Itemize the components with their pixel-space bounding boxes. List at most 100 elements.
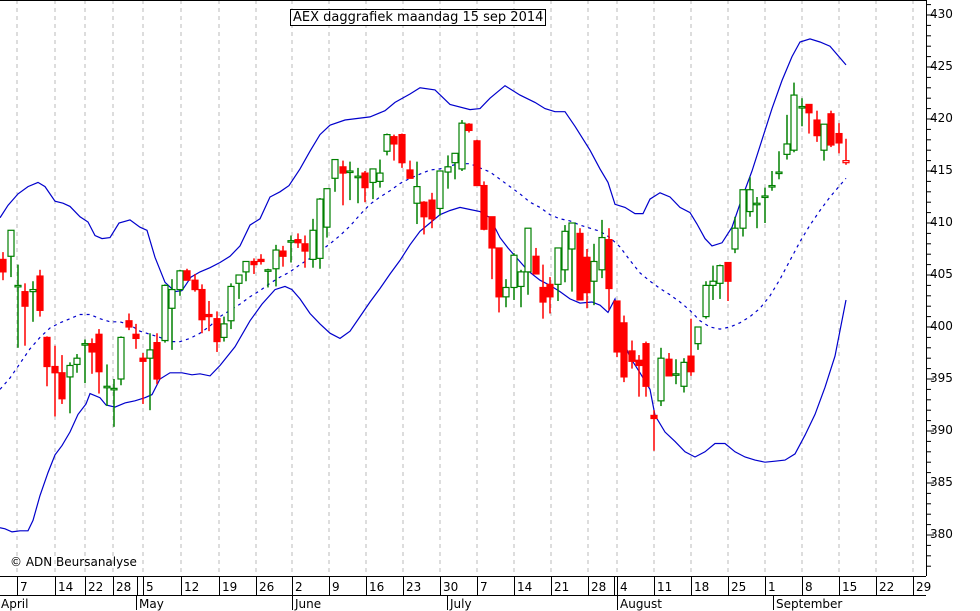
candle: [613, 300, 621, 358]
candle: [746, 177, 754, 217]
candle: [88, 338, 96, 374]
candle: [14, 264, 22, 348]
x-tick-label: 28: [591, 580, 607, 594]
x-tick-label: 26: [259, 580, 275, 594]
candle: [583, 249, 591, 309]
month-label: April: [1, 597, 29, 611]
candle: [488, 216, 496, 280]
candle: [257, 254, 265, 265]
candle: [331, 158, 339, 192]
candle: [473, 139, 481, 187]
candle: [339, 160, 347, 206]
candle: [153, 333, 161, 385]
candle: [480, 181, 488, 231]
candle: [117, 336, 125, 386]
candle: [790, 82, 798, 153]
candle: [561, 225, 569, 283]
candle: [81, 339, 89, 384]
candle: [694, 326, 702, 350]
candle: [183, 268, 191, 281]
candle: [532, 247, 540, 275]
x-tick-label: 15: [842, 580, 858, 594]
candle: [680, 358, 688, 393]
candle: [398, 133, 406, 168]
candle: [687, 318, 695, 376]
candle: [805, 103, 813, 134]
candle: [768, 171, 776, 191]
month-label: September: [776, 597, 843, 611]
candle: [235, 274, 243, 299]
candle: [242, 260, 250, 282]
y-tick-label: 405: [930, 267, 953, 281]
x-tick-label: 19: [222, 580, 238, 594]
y-tick-label: 415: [930, 163, 953, 177]
candle: [287, 235, 295, 263]
candle: [444, 155, 452, 189]
candle: [316, 198, 324, 269]
candles: [0, 82, 850, 451]
candle: [783, 114, 791, 160]
candle: [406, 160, 414, 179]
candle: [139, 353, 147, 404]
lower-band-line: [0, 206, 847, 533]
candle: [369, 168, 377, 200]
candle: [390, 134, 398, 161]
candle: [21, 283, 29, 346]
candle: [191, 273, 199, 292]
y-tick-label: 385: [930, 475, 953, 489]
candle: [510, 253, 518, 300]
y-tick-label: 425: [930, 59, 953, 73]
axes: [0, 0, 934, 610]
candle: [628, 340, 636, 369]
x-tick-label: 5: [146, 580, 154, 594]
candle: [213, 311, 221, 352]
candle: [58, 355, 66, 404]
x-tick-label: 9: [332, 580, 340, 594]
candle: [451, 152, 459, 180]
candle: [842, 138, 850, 165]
candle: [279, 245, 287, 267]
x-tick-label: 7: [480, 580, 488, 594]
candle: [731, 216, 739, 254]
candle: [436, 170, 444, 216]
y-tick-label: 420: [930, 111, 953, 125]
candle: [724, 261, 732, 301]
candle: [598, 219, 606, 279]
candle: [753, 197, 761, 229]
candle: [554, 247, 562, 301]
candle: [775, 151, 783, 180]
candle: [524, 227, 532, 295]
y-tick-label: 395: [930, 371, 953, 385]
candle: [146, 333, 154, 411]
x-tick-label: 23: [406, 580, 422, 594]
month-label: May: [139, 597, 164, 611]
candle: [272, 244, 280, 287]
middle-band-line: [0, 163, 847, 390]
candle: [354, 167, 362, 204]
candle: [665, 353, 673, 377]
candle: [264, 268, 272, 288]
x-tick-label: 22: [88, 580, 104, 594]
bollinger-bands: [0, 38, 847, 533]
candle: [51, 345, 59, 417]
candle: [428, 192, 436, 229]
x-tick-label: 12: [184, 580, 200, 594]
candle: [361, 171, 369, 203]
candle: [798, 98, 806, 127]
copyright-label: © ADN Beursanalyse: [10, 555, 137, 569]
candle: [36, 269, 44, 317]
candle: [576, 228, 584, 301]
candle: [502, 279, 510, 308]
y-tick-label: 400: [930, 319, 953, 333]
candle: [29, 281, 37, 322]
grid-lines: [16, 0, 914, 576]
candle: [716, 264, 724, 299]
candle: [650, 410, 658, 451]
candle: [761, 187, 769, 223]
x-tick-label: 28: [116, 580, 132, 594]
candle: [103, 364, 111, 407]
x-tick-label: 8: [805, 580, 813, 594]
candle: [66, 362, 74, 414]
candle: [205, 301, 213, 332]
